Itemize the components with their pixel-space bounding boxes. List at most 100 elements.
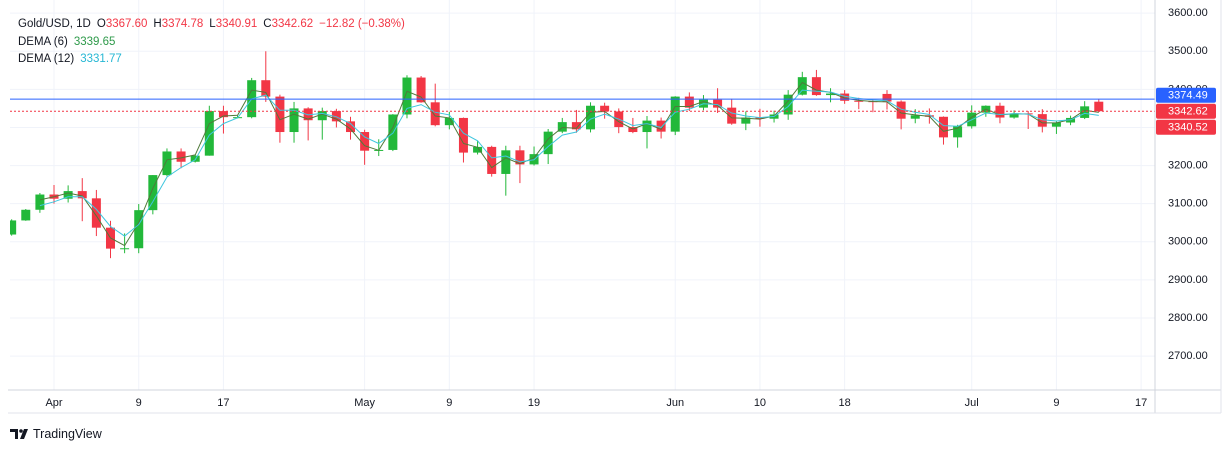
y-tick-label: 2700.00 bbox=[1168, 350, 1208, 362]
indicator-legend: DEMA (12) 3331.77 bbox=[18, 53, 122, 65]
candle-body bbox=[176, 151, 186, 162]
candle-body bbox=[755, 117, 765, 119]
change: −12.82 (−0.38%) bbox=[319, 18, 405, 30]
plot-area bbox=[10, 51, 1155, 259]
candle-body bbox=[388, 114, 398, 150]
candle-body bbox=[501, 150, 511, 174]
x-tick-label: 9 bbox=[446, 397, 452, 409]
price-tags: 3374.49 3342.62 3340.52 bbox=[1156, 87, 1216, 135]
candle-body bbox=[557, 122, 567, 132]
candle-body bbox=[148, 175, 158, 211]
x-tick-label: Jun bbox=[666, 397, 684, 409]
candle-body bbox=[444, 117, 454, 126]
candle-body bbox=[120, 248, 130, 250]
candle-body bbox=[684, 96, 694, 108]
ohlc-value: 3367.60 bbox=[106, 18, 148, 30]
y-tick-label: 3500.00 bbox=[1168, 45, 1208, 57]
ohlc-value: 3342.62 bbox=[272, 18, 314, 30]
indicator-legend: DEMA (6) 3339.65 bbox=[18, 36, 115, 48]
indicator-value: 3339.65 bbox=[74, 36, 116, 48]
candle-body bbox=[204, 111, 214, 156]
candle-body bbox=[21, 209, 31, 221]
candle-body bbox=[600, 105, 610, 112]
indicator-line bbox=[39, 89, 1099, 237]
candle-body bbox=[840, 93, 850, 101]
x-tick-label: 10 bbox=[754, 397, 766, 409]
symbol-header: Gold/USD, 1D O3367.60 H3374.78 L3340.91 C334… bbox=[18, 18, 405, 30]
candle-body bbox=[713, 99, 723, 108]
x-tick-label: 9 bbox=[1053, 397, 1059, 409]
candle-body bbox=[642, 120, 652, 133]
candle-body bbox=[1094, 101, 1104, 112]
y-tick-label: 2900.00 bbox=[1168, 274, 1208, 286]
ohlc-key: H bbox=[153, 18, 161, 30]
indicator-line bbox=[39, 81, 1099, 247]
candle-body bbox=[430, 102, 440, 126]
y-tick-label: 3000.00 bbox=[1168, 236, 1208, 248]
indicator-name: DEMA (12) bbox=[18, 53, 74, 65]
footer-logo bbox=[10, 429, 28, 439]
candle-body bbox=[35, 194, 45, 210]
candle-body bbox=[275, 96, 285, 133]
x-tick-label: Jul bbox=[965, 397, 979, 409]
candle-body bbox=[10, 220, 17, 235]
candle-body bbox=[670, 96, 680, 132]
y-tick-label: 3600.00 bbox=[1168, 7, 1208, 19]
logo-mark bbox=[20, 429, 28, 439]
x-tick-label: 17 bbox=[217, 397, 229, 409]
candle-body bbox=[1009, 113, 1019, 118]
footer-brand: TradingView bbox=[33, 427, 103, 441]
candle-body bbox=[854, 100, 864, 102]
logo-mark bbox=[10, 429, 18, 439]
candle-body bbox=[346, 121, 356, 133]
candle-body bbox=[91, 198, 101, 228]
indicator-name: DEMA (6) bbox=[18, 36, 68, 48]
candle-body bbox=[218, 111, 228, 118]
candle-body bbox=[261, 80, 271, 97]
candle-body bbox=[783, 94, 793, 115]
y-tick-label: 2800.00 bbox=[1168, 312, 1208, 324]
x-tick-label: May bbox=[354, 397, 375, 409]
indicator-value: 3331.77 bbox=[80, 53, 122, 65]
candle-body bbox=[896, 101, 906, 119]
symbol: Gold/USD, 1D bbox=[18, 18, 91, 30]
y-tick-label: 3200.00 bbox=[1168, 159, 1208, 171]
price-tag-label: 3374.49 bbox=[1168, 90, 1208, 102]
y-tick-label: 3100.00 bbox=[1168, 198, 1208, 210]
candle-body bbox=[953, 126, 963, 138]
candle-body bbox=[289, 108, 299, 133]
price-tag bbox=[1156, 87, 1216, 103]
candle-body bbox=[134, 210, 144, 249]
candle-body bbox=[826, 93, 836, 96]
candle-body bbox=[402, 77, 412, 115]
candle-body bbox=[910, 115, 920, 119]
candle-body bbox=[1037, 114, 1047, 127]
candle-body bbox=[727, 107, 737, 124]
candle-body bbox=[331, 111, 341, 122]
candle-body bbox=[63, 191, 73, 199]
ohlc-key: L bbox=[209, 18, 216, 30]
ohlc-key: C bbox=[263, 18, 271, 30]
candle-body bbox=[77, 191, 87, 199]
x-tick-label: 19 bbox=[528, 397, 540, 409]
candle-body bbox=[473, 146, 483, 153]
logo-dot bbox=[19, 429, 23, 433]
candle-body bbox=[1051, 122, 1061, 127]
candle-body bbox=[586, 105, 596, 130]
candle-body bbox=[938, 116, 948, 138]
x-tick-label: 9 bbox=[136, 397, 142, 409]
x-tick-label: 17 bbox=[1135, 397, 1147, 409]
price-tag bbox=[1156, 119, 1216, 135]
x-tick-label: Apr bbox=[45, 397, 62, 409]
candle-body bbox=[162, 151, 172, 176]
candle-body bbox=[797, 77, 807, 95]
candle-body bbox=[543, 131, 553, 155]
candle-body bbox=[515, 150, 525, 165]
price-tag bbox=[1156, 103, 1216, 119]
x-tick-label: 18 bbox=[839, 397, 851, 409]
price-tag-label: 3340.52 bbox=[1168, 122, 1208, 134]
grid bbox=[10, 0, 1155, 390]
price-tag-label: 3342.62 bbox=[1168, 106, 1208, 118]
